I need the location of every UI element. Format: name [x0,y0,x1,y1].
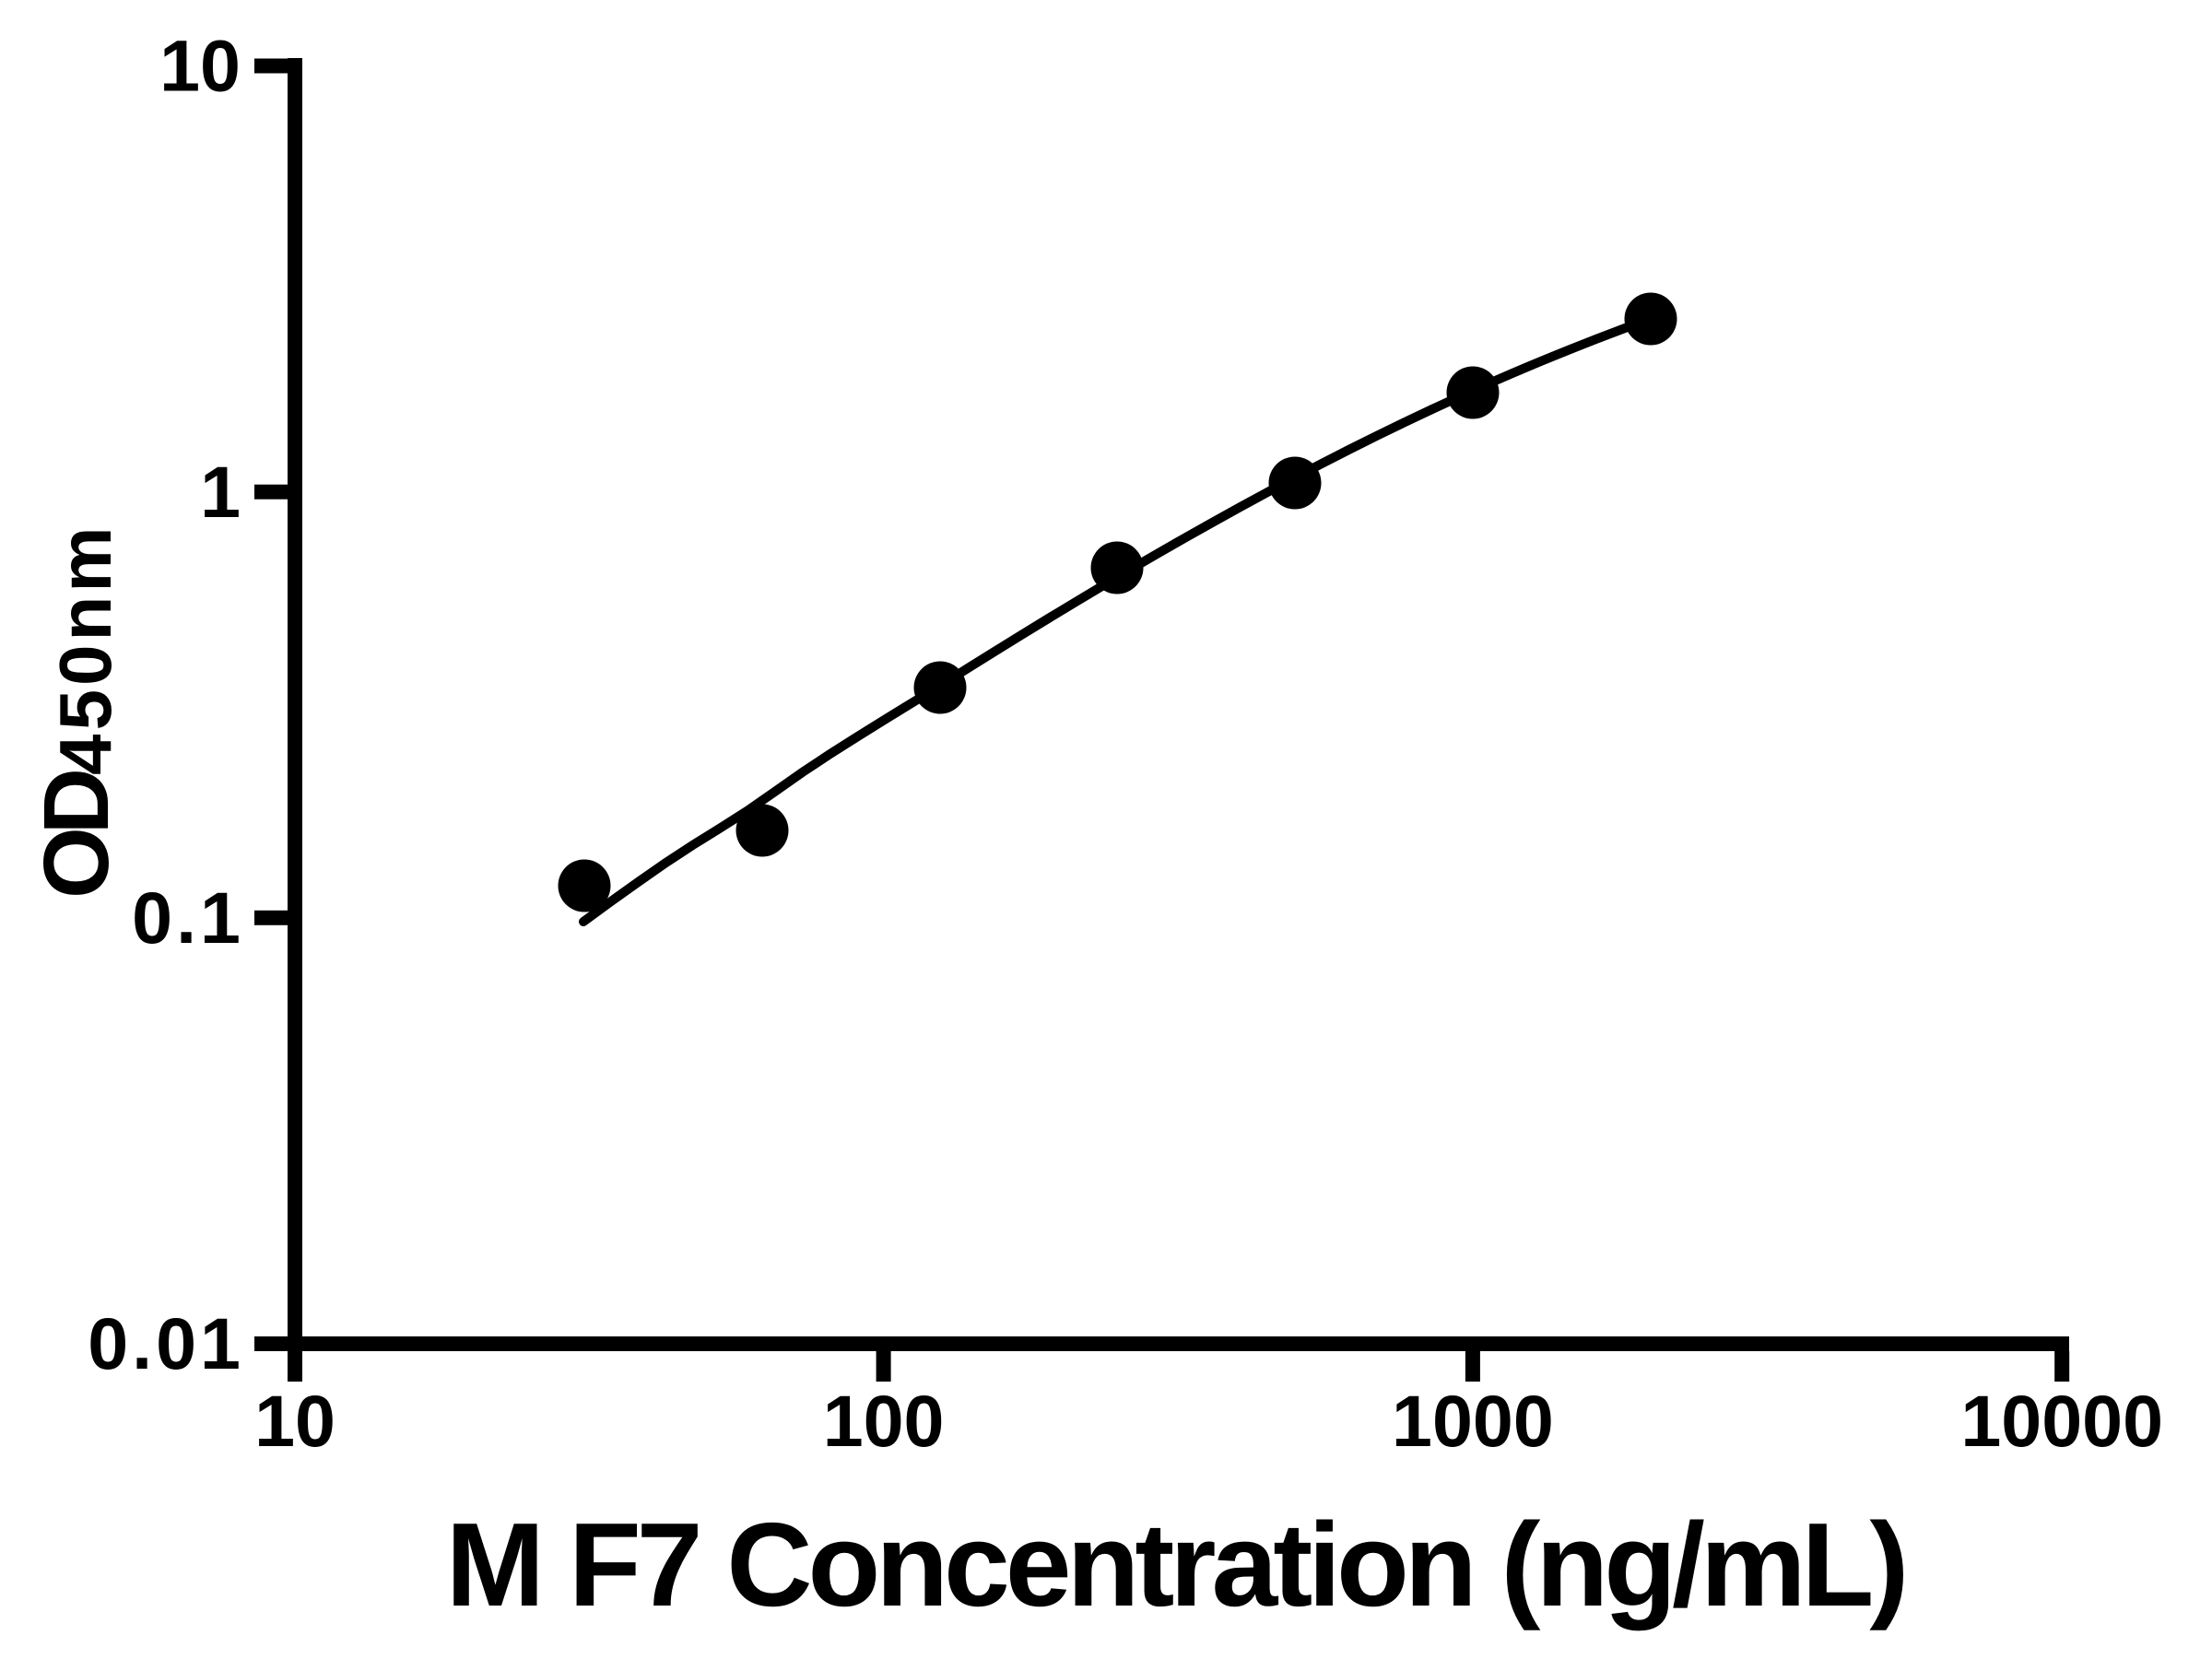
svg-text:M F7 Concentration (ng/mL): M F7 Concentration (ng/mL) [446,1499,1905,1631]
svg-text:0.1: 0.1 [132,877,244,959]
svg-text:10000: 10000 [1960,1380,2163,1462]
svg-text:0.01: 0.01 [88,1302,244,1384]
svg-text:1000: 1000 [1392,1380,1554,1462]
svg-text:100: 100 [823,1380,945,1462]
svg-text:10: 10 [159,25,241,107]
svg-text:OD450nm: OD450nm [25,524,128,899]
svg-text:10: 10 [254,1380,335,1462]
svg-text:1: 1 [200,451,241,533]
